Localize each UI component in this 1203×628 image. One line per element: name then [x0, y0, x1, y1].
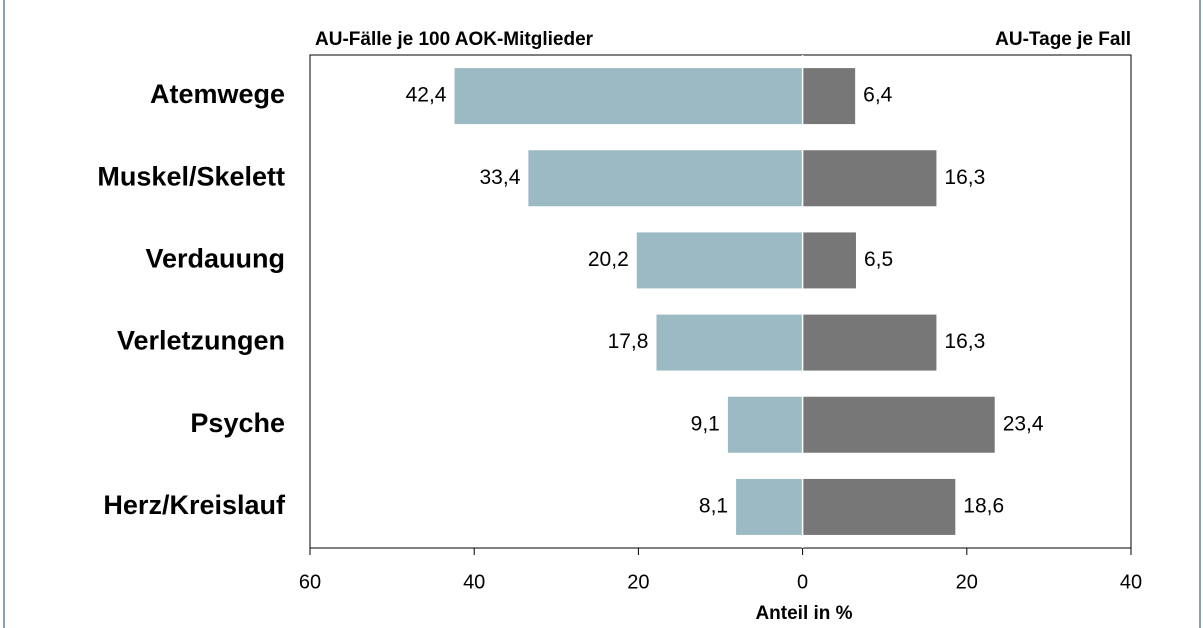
- bar: [736, 478, 803, 535]
- x-tick-label: 40: [463, 571, 485, 593]
- bar: [802, 478, 956, 535]
- left-header: AU-Fälle je 100 AOK-Mitglieder: [315, 29, 594, 50]
- x-tick-label: 60: [299, 571, 321, 593]
- right-header: AU-Tage je Fall: [995, 29, 1131, 50]
- category-label: Atemwege: [150, 79, 285, 109]
- bar: [802, 396, 995, 453]
- category-label: Muskel/Skelett: [97, 161, 285, 191]
- bar: [636, 232, 803, 289]
- plot-area: [309, 54, 1132, 549]
- x-axis-label: Anteil in %: [755, 603, 852, 624]
- value-label: 16,3: [944, 330, 985, 353]
- bar: [727, 396, 803, 453]
- category-label: Verletzungen: [117, 326, 285, 356]
- value-label: 18,6: [963, 494, 1004, 517]
- x-tick-label: 20: [627, 571, 649, 593]
- value-label: 6,4: [863, 84, 893, 107]
- x-tick-label: 40: [1120, 571, 1142, 593]
- value-label: 8,1: [699, 494, 728, 517]
- x-tick-label: 0: [797, 571, 808, 593]
- category-label: Herz/Kreislauf: [103, 490, 286, 520]
- bar: [802, 68, 856, 125]
- value-label: 23,4: [1003, 412, 1044, 435]
- value-label: 17,8: [608, 330, 649, 353]
- bar: [802, 232, 856, 289]
- value-label: 6,5: [864, 248, 893, 271]
- category-label: Verdauung: [145, 244, 285, 274]
- bar: [802, 150, 937, 207]
- frame: [3, 0, 1201, 628]
- value-label: 33,4: [480, 166, 521, 189]
- bar: [454, 68, 803, 125]
- value-label: 9,1: [691, 412, 720, 435]
- value-label: 42,4: [406, 84, 447, 107]
- value-label: 20,2: [588, 248, 629, 271]
- value-label: 16,3: [944, 166, 985, 189]
- bar: [802, 314, 937, 371]
- category-label: Psyche: [190, 408, 285, 438]
- bar: [528, 150, 803, 207]
- x-tick-label: 20: [956, 571, 978, 593]
- bar: [656, 314, 803, 371]
